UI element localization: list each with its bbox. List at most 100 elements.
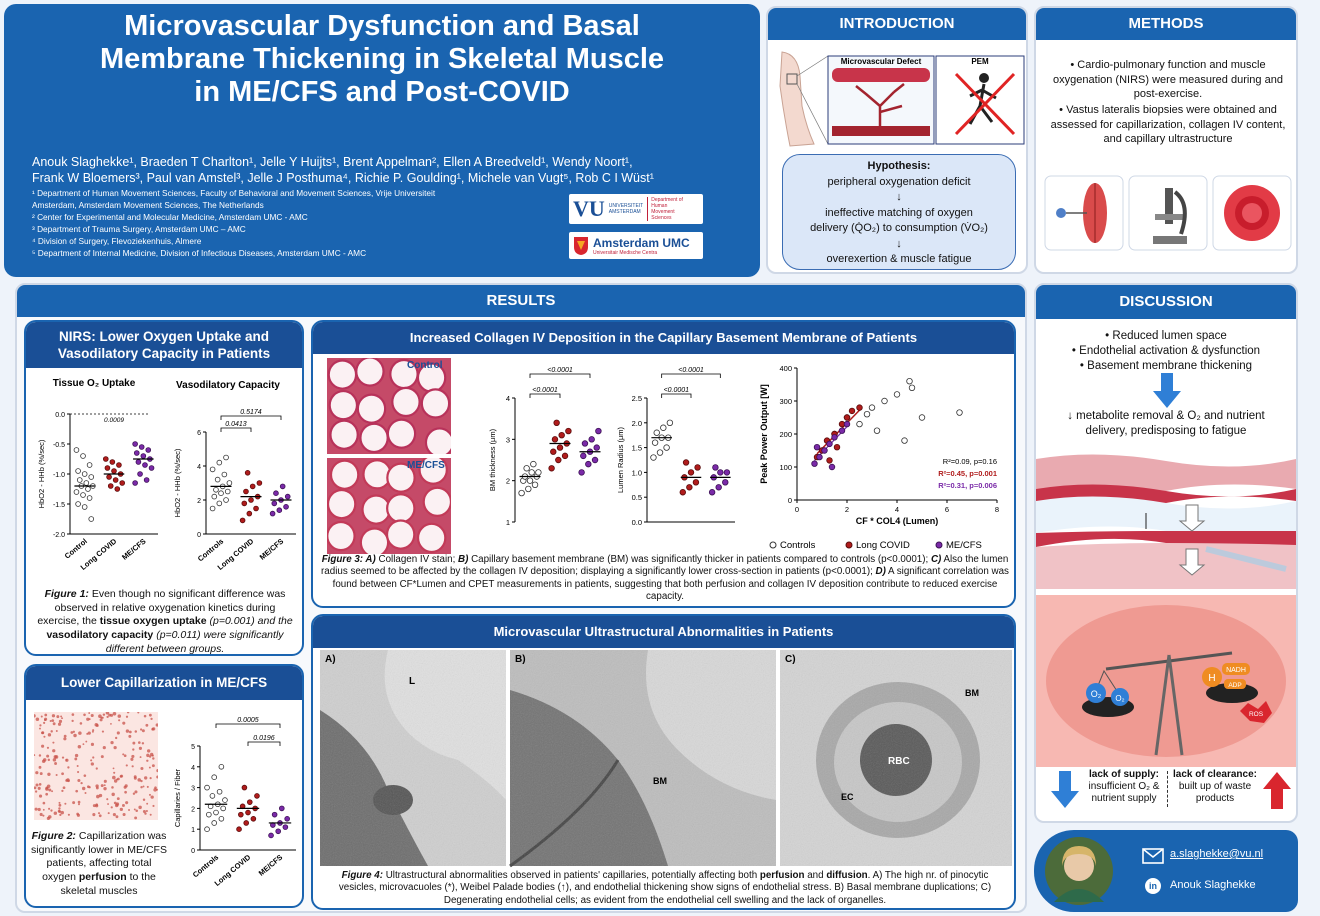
- capillary-dot: [122, 721, 126, 725]
- capillary-dot: [112, 767, 115, 770]
- data-point: [833, 443, 841, 451]
- em-text-rbc: RBC: [888, 756, 910, 767]
- capillary-dot: [140, 779, 143, 783]
- capillary-dot: [106, 798, 109, 801]
- y-tick-label: 200: [779, 430, 792, 439]
- data-point: [106, 474, 112, 480]
- data-point: [238, 811, 244, 818]
- muscle-fiber: [329, 419, 359, 450]
- capillary-dot: [51, 714, 56, 718]
- capillary-dot: [94, 723, 99, 727]
- y-tick-label: 3: [191, 786, 195, 793]
- data-point: [901, 437, 908, 444]
- supply-down-arrow-icon: [1051, 771, 1079, 808]
- capillary-dot: [146, 802, 149, 805]
- data-point: [828, 463, 836, 471]
- capillary-dot: [45, 787, 49, 791]
- capillary-dot: [46, 754, 50, 758]
- linkedin-name[interactable]: Anouk Slaghekke: [1170, 879, 1256, 891]
- capillary-dot: [42, 814, 45, 817]
- data-point: [278, 805, 285, 812]
- data-point: [588, 436, 595, 443]
- capillary-dot: [137, 712, 140, 714]
- x-tick-label: Control: [63, 537, 89, 561]
- data-point: [243, 820, 250, 826]
- capillary-dot: [34, 754, 36, 757]
- data-point: [715, 484, 722, 491]
- muscle-fiber: [327, 488, 357, 520]
- data-point: [114, 486, 121, 492]
- capillary-dot: [119, 807, 123, 812]
- capillary-dot: [122, 804, 125, 807]
- data-point: [236, 826, 242, 832]
- em-text-bm2: BM: [965, 688, 979, 698]
- vu-logo: VU UNIVERSITEIT AMSTERDAM Department of …: [569, 194, 703, 224]
- methods-bullet-2: • Vastus lateralis biopsies were obtaine…: [1050, 104, 1286, 146]
- data-point: [687, 469, 695, 476]
- muscle-fiber: [418, 458, 448, 485]
- methods-icons: [1044, 175, 1292, 251]
- email-link[interactable]: a.slaghekke@vu.nl: [1170, 848, 1264, 860]
- capillary-dot: [83, 774, 87, 777]
- capillary-dot: [61, 717, 64, 720]
- capillary-dot: [35, 783, 39, 787]
- capillary-dot: [70, 731, 74, 734]
- capillary-dot: [103, 787, 107, 791]
- data-point: [873, 427, 881, 434]
- capillary-dot: [141, 742, 145, 745]
- significance-bracket: [215, 723, 281, 728]
- legend-label: Controls: [780, 540, 816, 551]
- data-point: [811, 460, 818, 467]
- capillary-dot: [56, 715, 60, 719]
- capillary-dot: [100, 784, 104, 788]
- y-tick-label: 4: [197, 464, 201, 471]
- muscle-fiber: [385, 519, 416, 550]
- data-point: [246, 799, 253, 805]
- p-value-label: <0.0001: [664, 387, 690, 394]
- data-point: [218, 763, 225, 770]
- data-point: [206, 811, 212, 818]
- data-point: [268, 832, 274, 839]
- data-point: [75, 501, 81, 507]
- stain-label-mecfs: ME/CFS: [407, 460, 445, 471]
- capillary-dot: [39, 724, 42, 727]
- capillary-dot: [138, 741, 141, 744]
- capillary-dot: [50, 730, 53, 733]
- data-point: [73, 489, 80, 495]
- capillary-dot: [110, 806, 113, 809]
- capillary-dot: [85, 740, 88, 743]
- capillary-dot: [150, 717, 153, 720]
- data-point: [956, 409, 963, 416]
- capillary-dot: [152, 804, 155, 808]
- capillary-dot: [59, 813, 62, 817]
- capillary-dot: [124, 790, 127, 794]
- data-point: [248, 497, 254, 503]
- capillary-dot: [57, 809, 61, 813]
- data-point: [275, 828, 282, 835]
- data-point: [821, 447, 828, 454]
- capillary-dot: [128, 734, 132, 738]
- y-axis-label: Capillaries / Fiber: [173, 768, 182, 827]
- data-point: [565, 427, 572, 435]
- data-point: [591, 456, 599, 464]
- capillary-dot: [95, 767, 98, 770]
- capillary-dot: [112, 712, 117, 716]
- data-point: [525, 485, 532, 493]
- microvascular-diagram: Microvascular Defect PEM: [770, 46, 1026, 150]
- data-point: [102, 456, 109, 462]
- capillary-dot: [63, 737, 67, 741]
- capillary-dot: [128, 809, 131, 812]
- muscle-fiber: [386, 418, 417, 449]
- capillary-dot: [91, 730, 94, 733]
- capillary-dot: [37, 807, 41, 812]
- y-tick-label: 100: [779, 463, 792, 472]
- y-tick-label: 0.5: [632, 493, 642, 502]
- capillary-dot: [116, 797, 120, 801]
- data-point: [241, 784, 248, 791]
- capillary-dot: [122, 812, 126, 817]
- data-point: [140, 453, 147, 459]
- capillary-dot: [116, 731, 120, 735]
- data-point: [133, 450, 140, 456]
- data-point: [142, 462, 148, 468]
- data-point: [81, 471, 88, 477]
